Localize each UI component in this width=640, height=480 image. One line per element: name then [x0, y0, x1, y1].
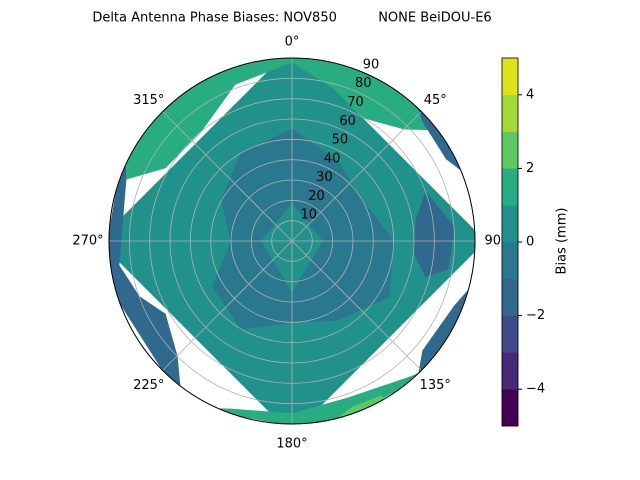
r-tick-label: 40 [324, 151, 341, 166]
r-tick-label: 80 [355, 76, 372, 91]
theta-tick-label: 270° [72, 234, 103, 249]
colorbar-label: Bias (mm) [555, 208, 570, 275]
grid-spoke [162, 240, 293, 371]
colorbar-band [501, 131, 519, 169]
chart-title: Delta Antenna Phase Biases: NOV850 NONE … [92, 11, 491, 26]
r-tick-label: 90 [363, 57, 380, 72]
colorbar-tick-label: 2 [526, 161, 534, 176]
theta-tick-label: 0° [285, 35, 300, 50]
r-tick-label: 70 [347, 95, 364, 110]
colorbar-band [501, 388, 519, 427]
theta-tick-label: 315° [133, 93, 164, 108]
r-tick-label: 50 [332, 133, 349, 148]
theta-tick-label: 45° [424, 93, 447, 108]
r-tick-label: 60 [339, 114, 356, 129]
colorbar-band [501, 204, 519, 243]
theta-tick-label: 225° [133, 378, 164, 393]
r-tick-label: 10 [301, 208, 318, 223]
grid-spoke [162, 111, 293, 242]
r-tick-label: 30 [316, 170, 333, 185]
r-tick-label: 20 [308, 189, 325, 204]
colorbar-tick-label: −2 [526, 308, 545, 323]
colorbar-tick-label: 4 [526, 87, 534, 102]
colorbar-band [501, 278, 519, 316]
theta-tick-label: 180° [276, 437, 307, 452]
grid-spoke [291, 111, 422, 242]
colorbar-tick-label: 0 [526, 235, 534, 250]
grid-spoke [291, 240, 422, 371]
overlay: 1020304050607080900°45°90°135°180°225°27… [72, 35, 507, 452]
colorbar-band [501, 352, 519, 390]
colorbar-band [501, 315, 519, 353]
colorbar-band [501, 94, 519, 132]
contour-region [194, 364, 441, 424]
colorbar-band [501, 57, 519, 96]
theta-tick-label: 135° [420, 378, 451, 393]
colorbar-tick-label: −4 [526, 382, 545, 397]
polar-frame [108, 57, 476, 425]
colorbar-band [501, 168, 519, 206]
colorbar-band [501, 241, 519, 280]
